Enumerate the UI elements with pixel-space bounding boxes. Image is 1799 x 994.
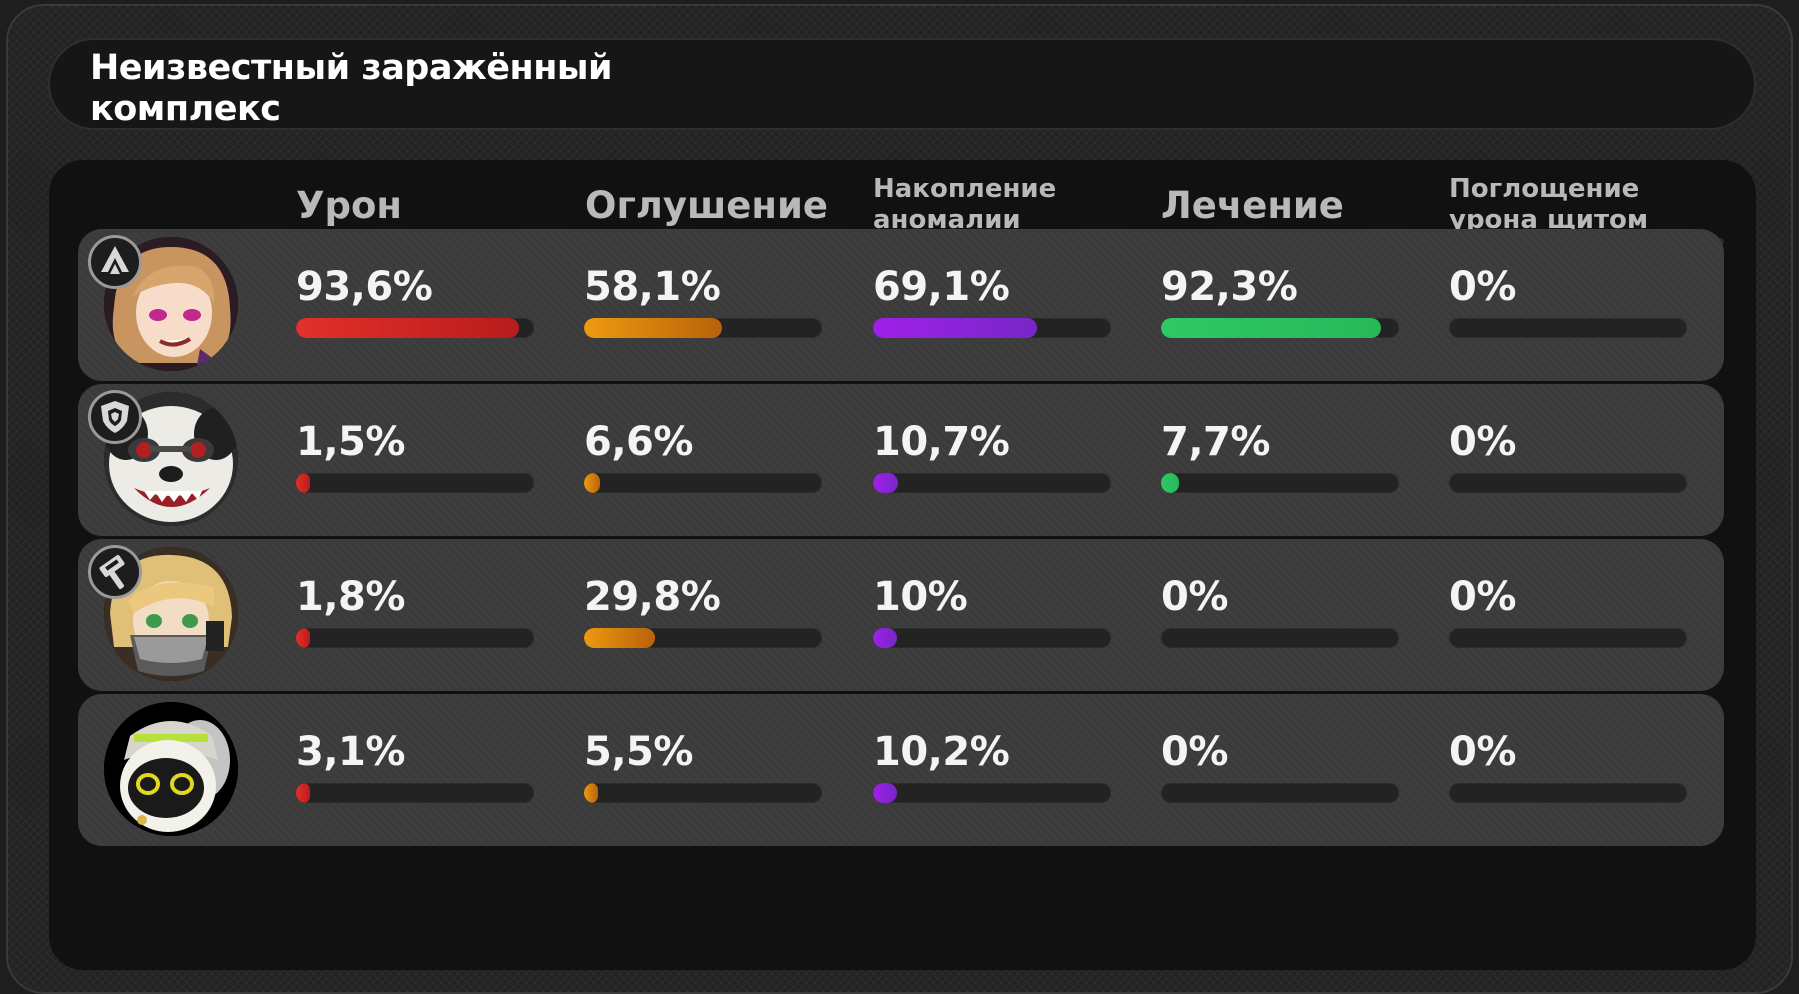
stat-value: 0% <box>1449 729 1516 775</box>
progress-bar <box>584 783 822 803</box>
stats-table: Урон Оглушение Накопление аномалии Лечен… <box>49 160 1756 970</box>
progress-fill <box>584 318 722 338</box>
stat-value: 10% <box>873 574 968 620</box>
progress-bar <box>1449 473 1687 493</box>
progress-fill <box>296 783 310 803</box>
stat-value: 0% <box>1449 574 1516 620</box>
progress-bar <box>296 628 534 648</box>
progress-bar <box>873 473 1111 493</box>
progress-bar <box>584 473 822 493</box>
stat-value: 3,1% <box>296 729 405 775</box>
progress-bar <box>1449 318 1687 338</box>
progress-fill <box>1161 318 1381 338</box>
column-header-anomaly-line1: Накопление <box>873 174 1057 204</box>
column-header-anomaly: Накопление аномалии <box>873 174 1056 236</box>
progress-bar <box>1449 628 1687 648</box>
stat-value: 7,7% <box>1161 419 1270 465</box>
progress-bar <box>873 628 1111 648</box>
stat-value: 5,5% <box>584 729 693 775</box>
progress-bar <box>296 318 534 338</box>
progress-bar <box>1161 628 1399 648</box>
progress-fill <box>873 473 898 493</box>
attack-role-icon <box>88 235 142 289</box>
stat-value: 10,7% <box>873 419 1010 465</box>
column-header-healing: Лечение <box>1161 184 1344 227</box>
progress-fill <box>584 473 600 493</box>
progress-bar <box>1449 783 1687 803</box>
stat-value: 0% <box>1161 574 1228 620</box>
header-bar: Неизвестный заражённый комплекс <box>48 38 1756 130</box>
progress-fill <box>873 783 897 803</box>
page-title: Неизвестный заражённый комплекс <box>90 48 690 130</box>
progress-fill <box>873 318 1037 338</box>
stat-value: 0% <box>1449 419 1516 465</box>
title-line-1: Неизвестный заражённый <box>90 48 613 88</box>
table-row-1: 93,6% 58,1% 69,1% 92,3% 0% <box>78 229 1724 381</box>
stun-role-icon <box>88 545 142 599</box>
column-header-shield: Поглощение урона щитом <box>1449 174 1648 236</box>
table-row-3: 1,8% 29,8% 10% 0% 0% <box>78 539 1724 691</box>
progress-bar <box>1161 783 1399 803</box>
stat-value: 58,1% <box>584 264 721 310</box>
stat-value: 29,8% <box>584 574 721 620</box>
progress-fill <box>584 783 598 803</box>
progress-bar <box>1161 473 1399 493</box>
stat-value: 10,2% <box>873 729 1010 775</box>
progress-bar <box>584 628 822 648</box>
progress-fill <box>584 628 655 648</box>
progress-fill <box>296 473 310 493</box>
column-header-shield-line1: Поглощение <box>1449 174 1640 204</box>
column-header-daze: Оглушение <box>585 184 828 227</box>
progress-bar <box>296 783 534 803</box>
column-headers: Урон Оглушение Накопление аномалии Лечен… <box>49 160 1756 240</box>
stat-value: 1,5% <box>296 419 405 465</box>
progress-fill <box>296 318 519 338</box>
progress-bar <box>584 318 822 338</box>
table-row-4: 3,1% 5,5% 10,2% 0% 0% <box>78 694 1724 846</box>
progress-bar <box>873 318 1111 338</box>
bangboo-portrait <box>104 702 238 836</box>
progress-bar <box>296 473 534 493</box>
column-header-damage: Урон <box>296 184 402 227</box>
defense-role-icon <box>88 390 142 444</box>
progress-fill <box>873 628 897 648</box>
stat-value: 0% <box>1449 264 1516 310</box>
stat-value: 1,8% <box>296 574 405 620</box>
progress-bar <box>1161 318 1399 338</box>
stat-value: 6,6% <box>584 419 693 465</box>
progress-fill <box>1161 473 1179 493</box>
title-line-2: комплекс <box>90 89 281 129</box>
stat-value: 92,3% <box>1161 264 1298 310</box>
progress-bar <box>873 783 1111 803</box>
progress-fill <box>296 628 310 648</box>
stat-value: 0% <box>1161 729 1228 775</box>
table-row-2: 1,5% 6,6% 10,7% 7,7% 0% <box>78 384 1724 536</box>
stat-value: 69,1% <box>873 264 1010 310</box>
stat-value: 93,6% <box>296 264 433 310</box>
